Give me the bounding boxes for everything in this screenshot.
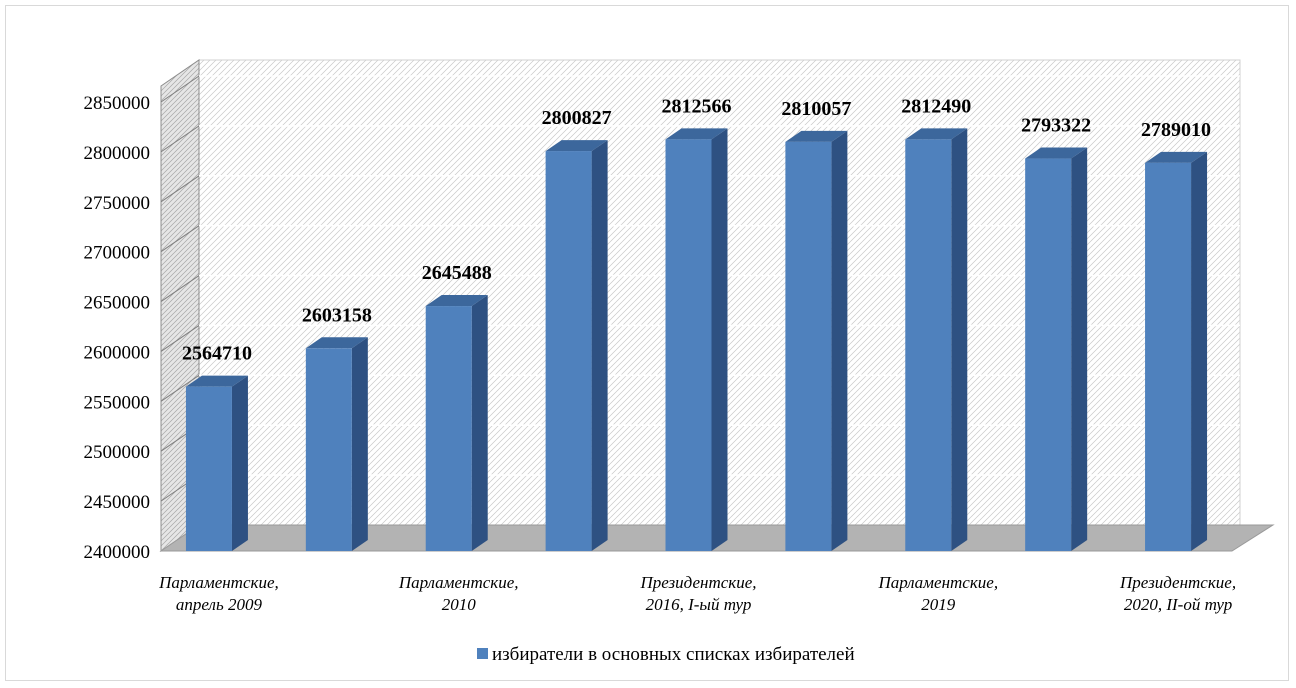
bar bbox=[425, 295, 488, 551]
bar-top bbox=[785, 130, 848, 142]
bar-top bbox=[1145, 151, 1208, 163]
bar-top bbox=[305, 337, 368, 349]
y-tick-label: 2800000 bbox=[84, 143, 151, 164]
category-labels: Парламентские, апрель 2009 Парламентские, 2… bbox=[158, 573, 1236, 614]
data-label: 2564710 bbox=[182, 343, 252, 365]
y-tick-label: 2650000 bbox=[84, 293, 151, 314]
category-label: Президентские, 2016, I-ый тур bbox=[639, 573, 756, 614]
bar-face bbox=[785, 141, 832, 551]
bar-chart: 2400000 2450000 2500000 2550000 2600000 26500… bbox=[84, 59, 1275, 665]
y-tick-label: 2850000 bbox=[84, 93, 151, 114]
y-tick-label: 2750000 bbox=[84, 193, 151, 214]
category-label: Президентские, 2020, II-ой тур bbox=[1119, 573, 1236, 614]
bar-side bbox=[351, 337, 368, 551]
data-labels: 2564710 2603158 2645488 2800827 2812566 28100… bbox=[182, 95, 1211, 364]
category-label: Парламентские, 2010 bbox=[398, 573, 519, 614]
bar bbox=[1145, 151, 1208, 551]
bar-face bbox=[1145, 162, 1192, 551]
bar bbox=[185, 375, 248, 551]
legend: избиратели в основных списках избирателе… bbox=[477, 644, 855, 665]
bar-side bbox=[471, 295, 488, 551]
legend-label: избиратели в основных списках избирателе… bbox=[492, 644, 855, 665]
y-tick-label: 2600000 bbox=[84, 342, 151, 363]
gridline-side bbox=[160, 325, 200, 352]
bar bbox=[305, 337, 368, 551]
y-tick-label: 2400000 bbox=[84, 542, 151, 563]
bars bbox=[185, 128, 1208, 552]
data-label: 2789010 bbox=[1141, 119, 1211, 141]
y-tick-label: 2700000 bbox=[84, 243, 151, 264]
bar bbox=[1025, 147, 1088, 551]
bar bbox=[905, 128, 968, 552]
bar-face bbox=[185, 386, 232, 551]
bar-face bbox=[905, 139, 952, 552]
data-label: 2800827 bbox=[542, 107, 612, 129]
bar bbox=[785, 130, 848, 551]
y-axis-tick-labels: 2400000 2450000 2500000 2550000 2600000 26500… bbox=[84, 93, 151, 563]
bar-top bbox=[905, 128, 968, 140]
data-label: 2812566 bbox=[662, 95, 732, 117]
bar-face bbox=[305, 348, 352, 551]
bar-side bbox=[711, 128, 728, 551]
bar-top bbox=[425, 295, 488, 307]
bar-top bbox=[665, 128, 728, 140]
bar bbox=[545, 140, 608, 551]
bar-side bbox=[591, 140, 608, 551]
gridline-side bbox=[160, 225, 200, 253]
legend-swatch bbox=[477, 648, 488, 659]
data-label: 2603158 bbox=[302, 304, 372, 326]
y-tick-label: 2500000 bbox=[84, 442, 151, 463]
bar-top bbox=[185, 375, 248, 387]
bar-side bbox=[231, 375, 248, 551]
gridline-side bbox=[160, 374, 200, 402]
y-tick-label: 2550000 bbox=[84, 392, 151, 413]
data-label: 2645488 bbox=[422, 262, 492, 284]
bar-side bbox=[951, 128, 968, 551]
data-label: 2793322 bbox=[1021, 115, 1091, 137]
gridline-side bbox=[160, 75, 200, 103]
bar-face bbox=[425, 306, 472, 551]
bar-top bbox=[1025, 147, 1088, 159]
chart-frame: 2400000 2450000 2500000 2550000 2600000 26500… bbox=[5, 5, 1289, 681]
bar-side bbox=[1071, 147, 1088, 551]
bar-face bbox=[1025, 158, 1072, 551]
category-label: Парламентские, апрель 2009 bbox=[158, 573, 279, 614]
gridline-side bbox=[160, 125, 200, 153]
bar-side bbox=[1191, 151, 1208, 551]
gridline-side bbox=[160, 175, 200, 203]
bar bbox=[665, 128, 728, 551]
bar-side bbox=[831, 130, 848, 551]
bar-face bbox=[545, 151, 592, 551]
category-label: Парламентские, 2019 bbox=[877, 573, 998, 614]
bar-top bbox=[545, 140, 608, 152]
data-label: 2810057 bbox=[781, 98, 851, 120]
data-label: 2812490 bbox=[901, 95, 971, 117]
bar-face bbox=[665, 139, 712, 551]
gridline-side bbox=[160, 275, 200, 302]
y-tick-label: 2450000 bbox=[84, 492, 151, 513]
